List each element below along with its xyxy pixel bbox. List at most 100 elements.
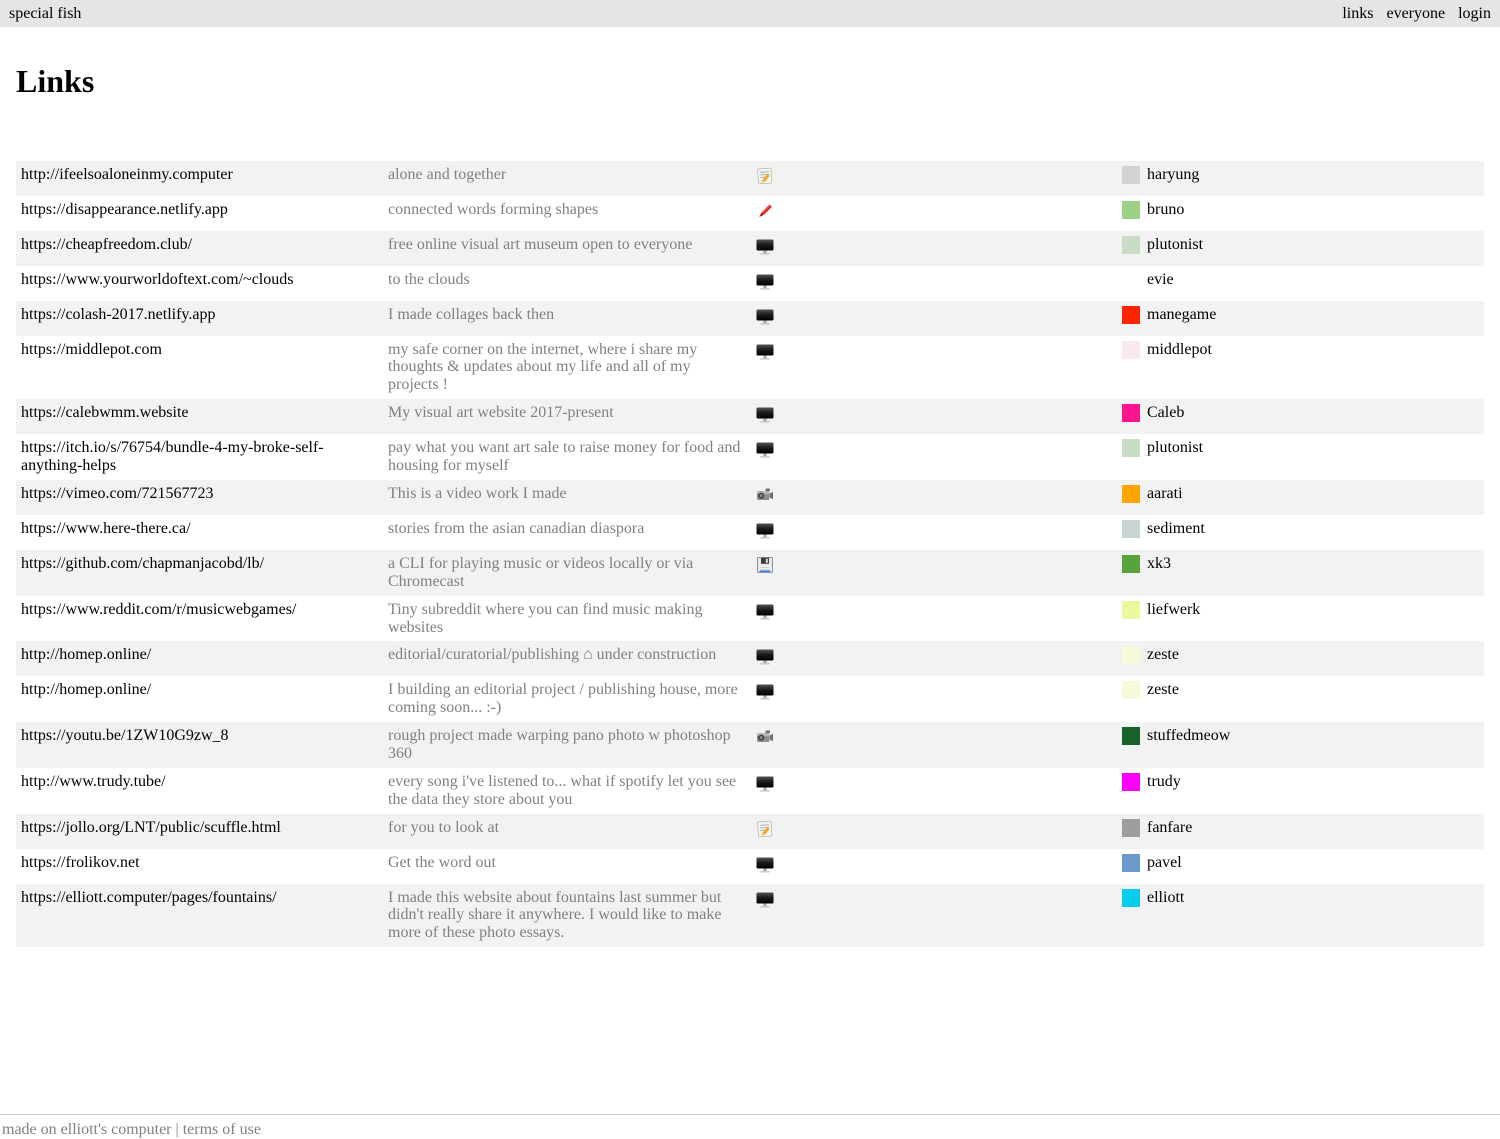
camera-icon [755,727,775,747]
footer-separator: | [172,1121,183,1138]
page-title: Links [16,63,1500,100]
table-row: http://homep.online/ I building an edito… [16,676,1484,722]
table-row: https://frolikov.net Get the word out pa… [16,849,1484,884]
link-description: connected words forming shapes [388,201,598,218]
user-color-swatch [1122,439,1140,457]
memo-icon [755,819,775,839]
topbar: special fish links everyone login [0,0,1500,27]
nav-login[interactable]: login [1458,5,1491,23]
table-row: http://homep.online/ editorial/curatoria… [16,641,1484,676]
user-color-swatch [1122,404,1140,422]
link-url[interactable]: https://vimeo.com/721567723 [21,485,213,502]
user-name-link[interactable]: zeste [1147,646,1179,663]
link-description: Get the word out [388,854,496,871]
links-table: http://ifeelsoaloneinmy.computer alone a… [16,161,1484,947]
link-url[interactable]: https://cheapfreedom.club/ [21,236,192,253]
user-color-swatch [1122,166,1140,184]
camera-icon [755,485,775,505]
user-name-link[interactable]: sediment [1147,520,1205,537]
link-url[interactable]: http://ifeelsoaloneinmy.computer [21,166,233,183]
user-color-swatch [1122,271,1140,289]
user-color-swatch [1122,646,1140,664]
user-color-swatch [1122,555,1140,573]
user-name-link[interactable]: xk3 [1147,555,1171,572]
table-row: https://itch.io/s/76754/bundle-4-my-brok… [16,434,1484,480]
table-row: http://www.trudy.tube/ every song i've l… [16,768,1484,814]
link-url[interactable]: https://colash-2017.netlify.app [21,306,215,323]
desktop-icon [755,439,775,459]
footer: made on elliott's computer | terms of us… [0,1114,1500,1139]
user-name-link[interactable]: trudy [1147,773,1181,790]
nav-everyone[interactable]: everyone [1386,5,1445,23]
desktop-icon [755,520,775,540]
desktop-icon [755,773,775,793]
user-name-link[interactable]: liefwerk [1147,601,1200,618]
link-url[interactable]: https://calebwmm.website [21,404,189,421]
link-url[interactable]: https://www.yourworldoftext.com/~clouds [21,271,293,288]
table-row: https://youtu.be/1ZW10G9zw_8 rough proje… [16,722,1484,768]
link-description: a CLI for playing music or videos locall… [388,555,693,590]
link-url[interactable]: https://youtu.be/1ZW10G9zw_8 [21,727,229,744]
topbar-nav: links everyone login [1342,5,1491,23]
link-url[interactable]: http://homep.online/ [21,681,151,698]
user-name-link[interactable]: Caleb [1147,404,1184,421]
link-url[interactable]: https://github.com/chapmanjacobd/lb/ [21,555,264,572]
link-description: editorial/curatorial/publishing ⌂ under … [388,646,716,663]
table-row: https://www.reddit.com/r/musicwebgames/ … [16,596,1484,642]
desktop-icon [755,341,775,361]
link-url[interactable]: https://www.here-there.ca/ [21,520,191,537]
user-color-swatch [1122,601,1140,619]
user-name-link[interactable]: middlepot [1147,341,1212,358]
table-row: http://ifeelsoaloneinmy.computer alone a… [16,161,1484,196]
link-url[interactable]: http://homep.online/ [21,646,151,663]
user-name-link[interactable]: evie [1147,271,1174,288]
nav-links[interactable]: links [1342,5,1373,23]
crayon-icon [755,201,775,221]
footer-credit: made on elliott's computer [2,1121,172,1138]
user-name-link[interactable]: plutonist [1147,236,1203,253]
link-url[interactable]: https://itch.io/s/76754/bundle-4-my-brok… [21,439,324,474]
user-name-link[interactable]: fanfare [1147,819,1192,836]
terms-of-use-link[interactable]: terms of use [183,1121,261,1138]
link-description: I made collages back then [388,306,554,323]
user-name-link[interactable]: manegame [1147,306,1216,323]
table-row: https://www.here-there.ca/ stories from … [16,515,1484,550]
link-description: pay what you want art sale to raise mone… [388,439,740,474]
link-description: to the clouds [388,271,470,288]
link-url[interactable]: https://middlepot.com [21,341,162,358]
link-url[interactable]: https://disappearance.netlify.app [21,201,228,218]
table-row: https://middlepot.com my safe corner on … [16,336,1484,400]
link-description: This is a video work I made [388,485,567,502]
user-name-link[interactable]: pavel [1147,854,1182,871]
link-description: My visual art website 2017-present [388,404,614,421]
user-color-swatch [1122,854,1140,872]
desktop-icon [755,889,775,909]
user-name-link[interactable]: haryung [1147,166,1199,183]
link-description: my safe corner on the internet, where i … [388,341,697,394]
desktop-icon [755,404,775,424]
link-url[interactable]: https://jollo.org/LNT/public/scuffle.htm… [21,819,281,836]
desktop-icon [755,601,775,621]
link-url[interactable]: https://elliott.computer/pages/fountains… [21,889,277,906]
user-name-link[interactable]: zeste [1147,681,1179,698]
user-color-swatch [1122,727,1140,745]
brand-link[interactable]: special fish [9,5,81,23]
user-name-link[interactable]: stuffedmeow [1147,727,1230,744]
link-description: stories from the asian canadian diaspora [388,520,644,537]
user-color-swatch [1122,520,1140,538]
user-color-swatch [1122,306,1140,324]
link-url[interactable]: http://www.trudy.tube/ [21,773,166,790]
link-description: I made this website about fountains last… [388,889,721,942]
user-color-swatch [1122,341,1140,359]
user-name-link[interactable]: elliott [1147,889,1184,906]
link-description: Tiny subreddit where you can find music … [388,601,702,636]
user-color-swatch [1122,201,1140,219]
user-color-swatch [1122,819,1140,837]
link-url[interactable]: https://www.reddit.com/r/musicwebgames/ [21,601,296,618]
user-name-link[interactable]: plutonist [1147,439,1203,456]
user-name-link[interactable]: bruno [1147,201,1184,218]
link-url[interactable]: https://frolikov.net [21,854,140,871]
desktop-icon [755,271,775,291]
table-row: https://vimeo.com/721567723 This is a vi… [16,480,1484,515]
user-name-link[interactable]: aarati [1147,485,1183,502]
